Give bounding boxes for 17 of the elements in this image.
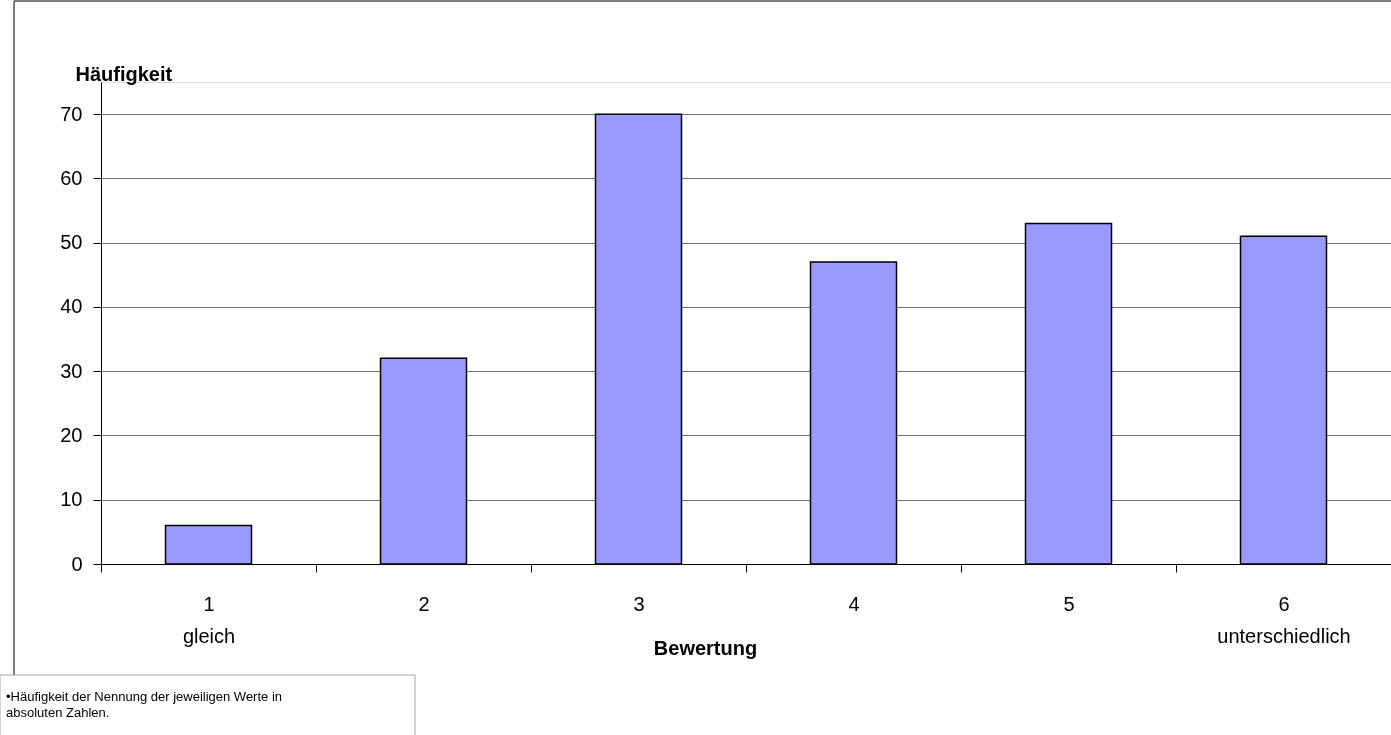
y-tick-label: 50: [60, 231, 83, 254]
y-tick-label: 20: [60, 423, 83, 446]
x-tick-label: 2: [418, 592, 430, 615]
y-tick-label: 60: [60, 166, 83, 189]
y-tick-label: 10: [60, 488, 83, 511]
x-tick-label: 6 unterschiedlich: [1217, 592, 1351, 647]
x-tick-label: 1 gleich: [182, 592, 236, 647]
y-tick-label: 70: [60, 102, 83, 125]
x-axis-title: Bewertung: [653, 636, 758, 659]
text: •Häufigkeit der Nennung der jeweiligen Werte in absoluten Zahlen.: [6, 689, 283, 720]
x-tick-label: 4: [848, 592, 860, 615]
x-tick-label: 3: [633, 592, 645, 615]
y-tick-label: 30: [60, 359, 83, 382]
y-axis-title: Häufigkeit: [75, 62, 173, 85]
y-tick-label: 40: [60, 295, 83, 318]
y-tick-label: 0: [71, 552, 83, 575]
x-tick-label: 5: [1063, 592, 1075, 615]
